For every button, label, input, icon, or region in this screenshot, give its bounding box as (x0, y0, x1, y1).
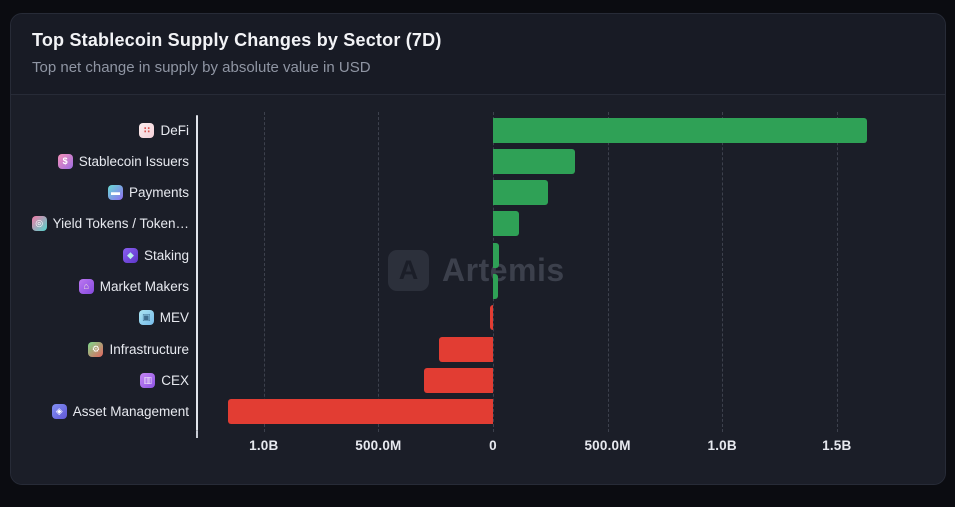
category-row-mev: ▣ MEV (11, 305, 189, 330)
gridline (493, 112, 494, 432)
category-row-infrastructure: ⚙ Infrastructure (11, 337, 189, 362)
category-row-defi: ∷ DeFi (11, 118, 189, 143)
market-makers-bag-icon: ⌂ (78, 279, 94, 294)
bar-defi[interactable] (493, 117, 867, 143)
infrastructure-gear-icon: ⚙ (88, 341, 104, 357)
bar-market-makers[interactable] (493, 274, 498, 299)
category-label: MEV (159, 310, 189, 326)
bars-layer: ∷ DeFi $ Stablecoin Issuers ▬ Payments ◎ Yield … (11, 95, 945, 484)
category-label: Market Makers (99, 279, 189, 294)
bar-infrastructure[interactable] (439, 336, 493, 362)
staking-drop-icon: ◆ (122, 247, 138, 263)
asset-management-bag-icon: ◈ (51, 404, 67, 420)
gridline (836, 112, 838, 432)
bar-asset-management[interactable] (228, 399, 493, 425)
defi-grid-icon: ∷ (139, 122, 155, 138)
category-label: Payments (128, 185, 189, 201)
category-row-asset-management: ◈ Asset Management (11, 399, 189, 424)
artemis-logo-letter: A (398, 255, 419, 285)
chart-title: Top Stablecoin Supply Changes by Sector … (32, 30, 442, 50)
x-axis-labels-layer: 1.0B 500.0M 0 500.0M 1.0B 1.5B (11, 95, 945, 484)
category-row-stablecoin-issuers: $ Stablecoin Issuers (11, 149, 189, 174)
category-row-yield-tokens-token: ◎ Yield Tokens / Token… (11, 211, 189, 236)
category-row-payments: ▬ Payments (11, 180, 189, 205)
gridline (607, 112, 609, 432)
gridline-layer (11, 95, 945, 484)
artemis-watermark: A Artemis (388, 250, 565, 291)
y-axis-line (196, 115, 198, 431)
chart-area: A Artemis ∷ DeFi $ Stablecoin Issuers ▬ Payme… (11, 95, 945, 484)
card-header: Top Stablecoin Supply Changes by Sector … (11, 14, 945, 95)
x-tick-label: 0 (489, 438, 497, 453)
bar-stablecoin-issuers[interactable] (493, 148, 575, 174)
gridline (378, 112, 380, 432)
payments-card-icon: ▬ (107, 185, 123, 201)
category-row-staking: ◆ Staking (11, 243, 189, 268)
category-label: Stablecoin Issuers (78, 153, 189, 169)
category-label: Yield Tokens / Token… (52, 216, 189, 232)
category-label: CEX (161, 372, 189, 388)
yield-token-icon: ◎ (31, 216, 47, 232)
chart-subtitle: Top net change in supply by absolute val… (32, 59, 371, 76)
bar-cex[interactable] (424, 367, 493, 393)
x-tick-label: 500.0M (355, 438, 402, 453)
category-row-cex: ▥ CEX (11, 368, 189, 393)
cex-bag-icon: ▥ (140, 372, 156, 388)
bar-payments[interactable] (493, 180, 548, 206)
x-tick-label: 1.0B (707, 438, 737, 453)
category-label: Asset Management (72, 404, 189, 420)
x-tick-label: 1.0B (249, 438, 279, 453)
bar-mev[interactable] (489, 305, 493, 331)
bar-staking[interactable] (493, 242, 500, 268)
x-tick-label: 500.0M (584, 438, 631, 453)
category-label: DeFi (160, 122, 189, 138)
chart-card: Top Stablecoin Supply Changes by Sector … (10, 13, 946, 485)
x-tick-label: 1.5B (822, 438, 852, 453)
stablecoin-coin-icon: $ (57, 153, 73, 169)
category-label: Infrastructure (109, 341, 189, 357)
gridline (263, 112, 265, 432)
x-axis-tick (196, 431, 198, 438)
artemis-logo-icon: A (388, 250, 429, 291)
gridline (722, 112, 724, 432)
category-label: Staking (143, 247, 189, 263)
artemis-brand-text: Artemis (442, 252, 565, 288)
mev-robot-icon: ▣ (138, 310, 154, 326)
category-row-market-makers: ⌂ Market Makers (11, 274, 189, 299)
bar-yield-tokens-token[interactable] (493, 211, 519, 237)
